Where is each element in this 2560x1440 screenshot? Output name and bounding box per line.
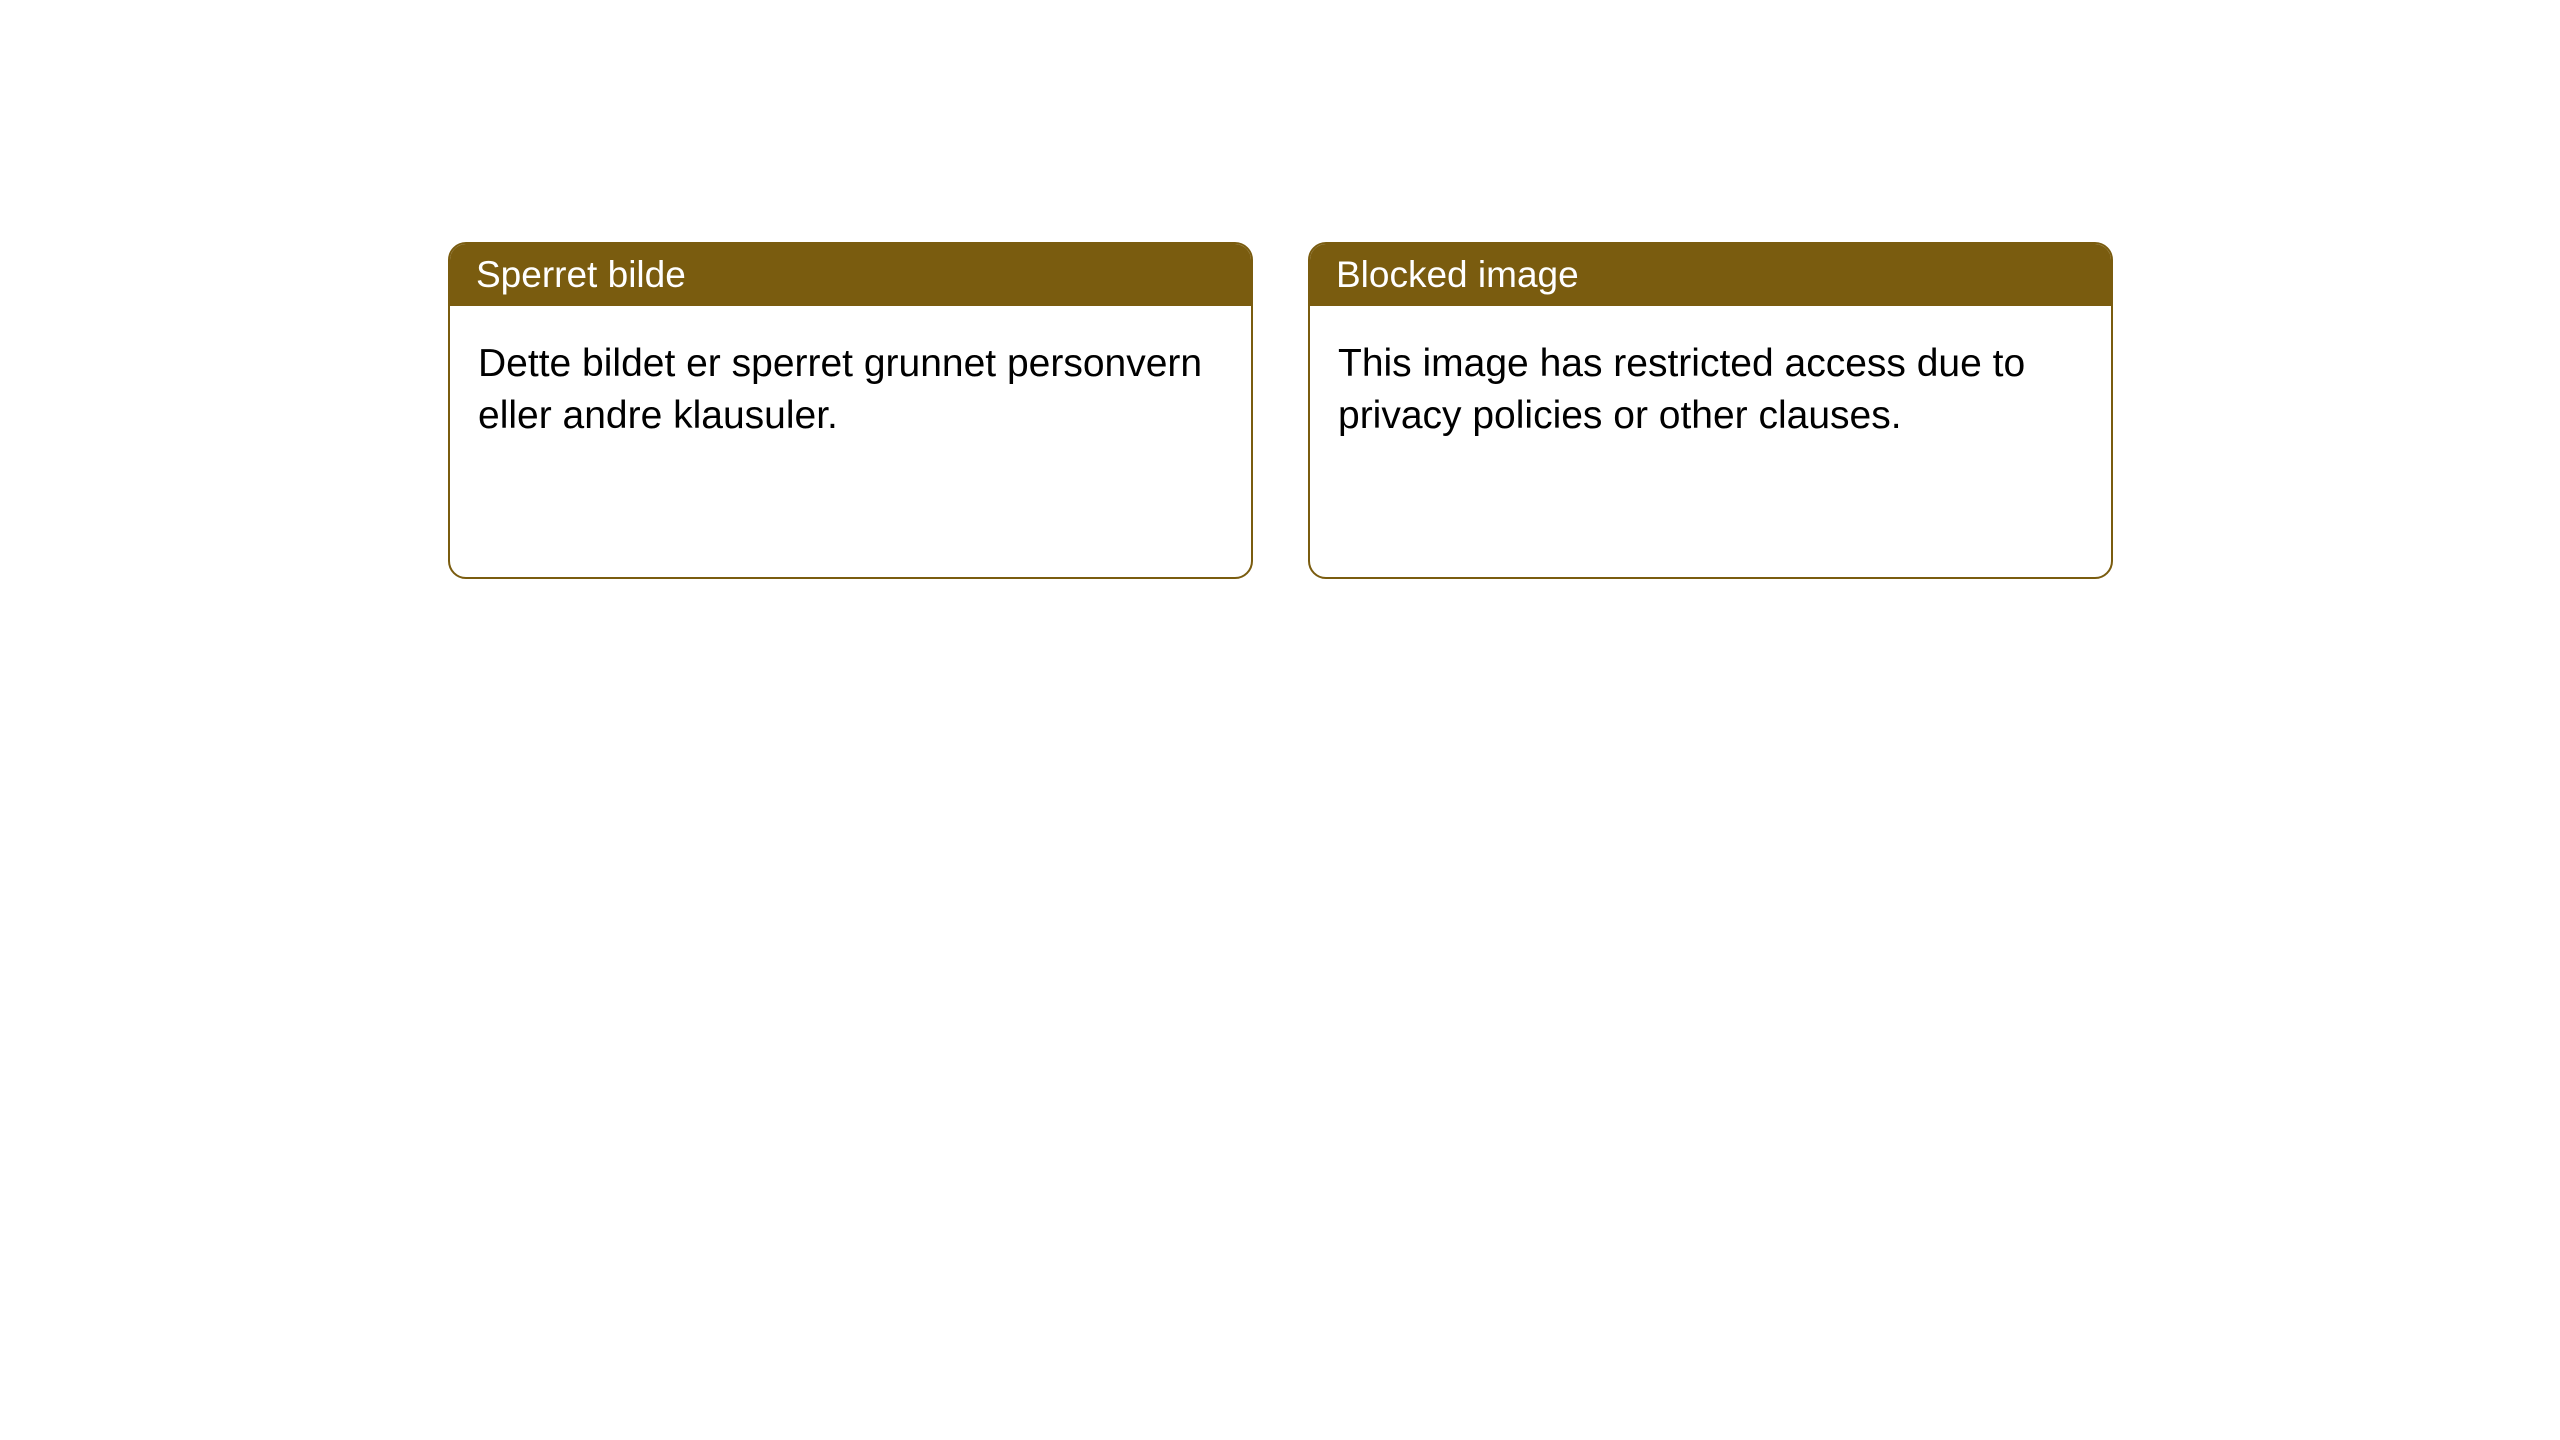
notice-card-body: Dette bildet er sperret grunnet personve… xyxy=(450,306,1251,474)
notice-card-message: Dette bildet er sperret grunnet personve… xyxy=(478,342,1202,437)
notice-card-header: Blocked image xyxy=(1310,244,2111,306)
notice-card-title: Blocked image xyxy=(1336,254,1579,295)
notice-card-title: Sperret bilde xyxy=(476,254,686,295)
notice-card-english: Blocked image This image has restricted … xyxy=(1308,242,2113,579)
notice-card-body: This image has restricted access due to … xyxy=(1310,306,2111,474)
notice-card-norwegian: Sperret bilde Dette bildet er sperret gr… xyxy=(448,242,1253,579)
notice-card-row: Sperret bilde Dette bildet er sperret gr… xyxy=(448,242,2113,579)
notice-card-message: This image has restricted access due to … xyxy=(1338,342,2025,437)
notice-card-header: Sperret bilde xyxy=(450,244,1251,306)
